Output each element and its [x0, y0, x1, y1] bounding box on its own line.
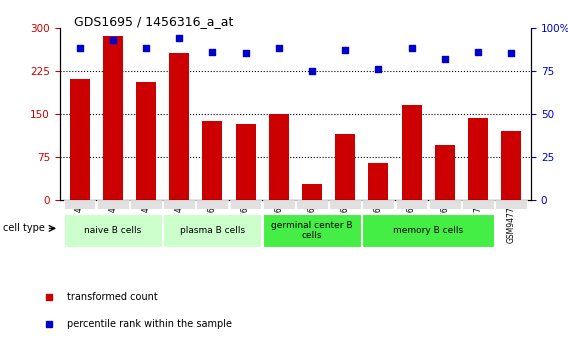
Text: transformed count: transformed count	[67, 292, 157, 302]
FancyBboxPatch shape	[130, 200, 162, 209]
Text: percentile rank within the sample: percentile rank within the sample	[67, 319, 232, 329]
Text: naive B cells: naive B cells	[84, 226, 141, 235]
Point	[108, 37, 118, 42]
Text: plasma B cells: plasma B cells	[180, 226, 245, 235]
Bar	[302, 184, 322, 200]
Point	[440, 56, 449, 61]
FancyBboxPatch shape	[64, 200, 95, 209]
FancyBboxPatch shape	[429, 200, 461, 209]
FancyBboxPatch shape	[229, 200, 261, 209]
Bar	[169, 53, 189, 200]
Bar	[468, 118, 488, 200]
Point	[507, 51, 516, 56]
FancyBboxPatch shape	[396, 200, 428, 209]
Text: germinal center B
cells: germinal center B cells	[271, 220, 353, 240]
FancyBboxPatch shape	[163, 214, 261, 247]
Bar	[501, 131, 521, 200]
Bar	[402, 105, 421, 200]
Point	[141, 46, 151, 51]
Bar	[335, 134, 355, 200]
Point	[174, 35, 183, 41]
Bar	[435, 146, 455, 200]
FancyBboxPatch shape	[296, 200, 328, 209]
Point	[208, 49, 217, 55]
FancyBboxPatch shape	[462, 200, 494, 209]
Point	[241, 51, 250, 56]
Text: cell type: cell type	[3, 224, 45, 233]
FancyBboxPatch shape	[329, 200, 361, 209]
Bar	[70, 79, 90, 200]
Point	[307, 68, 316, 73]
FancyBboxPatch shape	[263, 214, 361, 247]
Point	[374, 66, 383, 72]
Bar	[103, 36, 123, 200]
Point	[473, 49, 482, 55]
FancyBboxPatch shape	[163, 200, 195, 209]
FancyBboxPatch shape	[495, 200, 527, 209]
Point	[75, 46, 84, 51]
Text: GDS1695 / 1456316_a_at: GDS1695 / 1456316_a_at	[74, 16, 233, 29]
Bar	[236, 124, 256, 200]
Bar	[369, 163, 389, 200]
Bar	[269, 114, 289, 200]
FancyBboxPatch shape	[97, 200, 129, 209]
Point	[407, 46, 416, 51]
Point	[341, 47, 350, 53]
Text: memory B cells: memory B cells	[393, 226, 463, 235]
FancyBboxPatch shape	[64, 214, 162, 247]
FancyBboxPatch shape	[362, 200, 394, 209]
FancyBboxPatch shape	[362, 214, 494, 247]
Bar	[202, 121, 222, 200]
Point	[274, 46, 283, 51]
Bar	[136, 82, 156, 200]
FancyBboxPatch shape	[263, 200, 295, 209]
FancyBboxPatch shape	[197, 200, 228, 209]
